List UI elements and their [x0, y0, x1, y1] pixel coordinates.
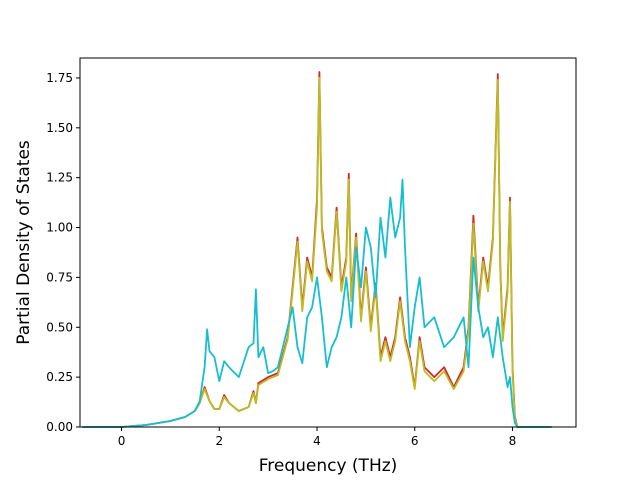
y-tick-label: 0.00 — [46, 420, 73, 434]
x-tick-label: 6 — [411, 434, 419, 448]
y-tick-label: 1.25 — [46, 171, 73, 185]
x-axis-label: Frequency (THz) — [259, 456, 398, 476]
y-tick-label: 1.00 — [46, 221, 73, 235]
y-axis-label: Partial Density of States — [14, 140, 34, 345]
x-tick-label: 0 — [118, 434, 126, 448]
y-tick-label: 1.75 — [46, 71, 73, 85]
axis-ticks: 0 2 4 6 8 0.00 0.25 0.50 0.75 1.00 1.25 1.50 1.75 — [46, 71, 516, 448]
y-tick-label: 0.75 — [46, 270, 73, 284]
plot-area-lines — [82, 71, 552, 428]
x-tick-label: 4 — [313, 434, 321, 448]
series-line-2 — [82, 77, 552, 428]
y-tick-label: 0.50 — [46, 320, 73, 334]
series-line-1 — [82, 71, 552, 428]
x-tick-label: 2 — [215, 434, 223, 448]
axes-frame — [79, 57, 577, 428]
series-line-3 — [82, 178, 552, 428]
x-tick-label: 8 — [509, 434, 517, 448]
y-tick-label: 1.50 — [46, 121, 73, 135]
y-tick-label: 0.25 — [46, 370, 73, 384]
